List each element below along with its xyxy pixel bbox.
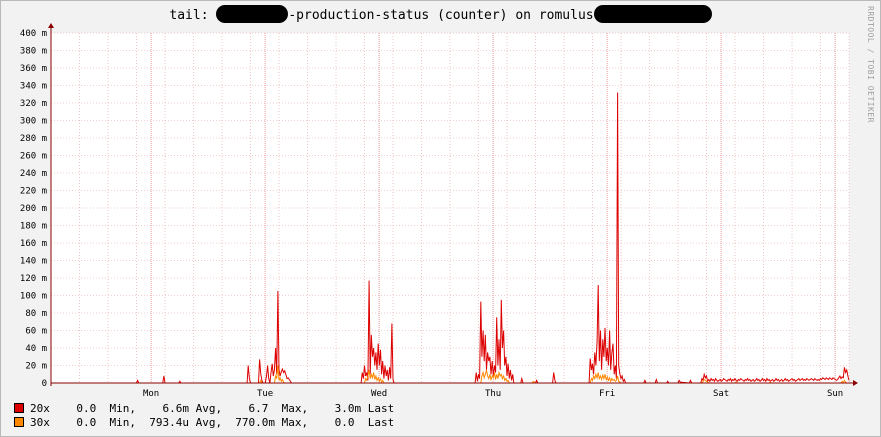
y-tick-label: 260 m	[20, 152, 47, 162]
y-tick-label: 100 m	[20, 292, 47, 302]
y-tick-label: 340 m	[20, 82, 47, 92]
y-tick-label: 80 m	[25, 309, 47, 319]
title-prefix: tail:	[169, 8, 209, 23]
x-tick-label: Thu	[485, 389, 501, 399]
y-tick-label: 320 m	[20, 99, 47, 109]
y-tick-label: 220 m	[20, 187, 47, 197]
y-tick-label: 0	[42, 379, 47, 389]
y-tick-label: 140 m	[20, 257, 47, 267]
x-tick-label: Mon	[143, 389, 159, 399]
y-tick-label: 380 m	[20, 47, 47, 57]
legend-stats: 0.0 Min, 793.4u Avg, 770.0m Max, 0.0 Las…	[49, 416, 395, 429]
redaction-mark	[216, 5, 289, 23]
series-line-30x	[51, 365, 849, 384]
x-tick-label: Sun	[827, 389, 843, 399]
legend-stats: 0.0 Min, 6.6m Avg, 6.7 Max, 3.0m Last	[49, 402, 395, 415]
rrdtool-watermark: RRDTOOL / TOBI OETIKER	[866, 6, 875, 123]
y-tick-label: 180 m	[20, 222, 47, 232]
y-tick-label: 40 m	[25, 344, 47, 354]
y-tick-label: 60 m	[25, 327, 47, 337]
legend-entry-20x: 20x 0.0 Min, 6.6m Avg, 6.7 Max, 3.0m Las…	[14, 402, 394, 415]
legend-swatch-20x	[14, 403, 24, 413]
graph-title: tail: -production-status (counter) on ro…	[0, 5, 881, 23]
x-tick-label: Tue	[257, 389, 273, 399]
x-tick-label: Wed	[371, 389, 387, 399]
y-tick-label: 200 m	[20, 204, 47, 214]
y-tick-label: 160 m	[20, 239, 47, 249]
y-tick-label: 20 m	[25, 362, 47, 372]
y-tick-label: 280 m	[20, 134, 47, 144]
legend-entry-30x: 30x 0.0 Min, 793.4u Avg, 770.0m Max, 0.0…	[14, 416, 394, 429]
y-tick-label: 400 m	[20, 29, 47, 39]
y-axis-arrow	[48, 23, 54, 28]
title-middle: -production-status (counter) on romulus	[288, 8, 594, 23]
y-tick-label: 360 m	[20, 64, 47, 74]
x-tick-label: Fri	[599, 389, 615, 399]
y-tick-label: 300 m	[20, 117, 47, 127]
series-line-20x	[51, 92, 850, 384]
x-tick-label: Sat	[713, 389, 729, 399]
y-tick-label: 120 m	[20, 274, 47, 284]
legend-name: 30x	[30, 416, 50, 429]
x-axis-arrow	[853, 380, 858, 386]
y-tick-label: 240 m	[20, 169, 47, 179]
redaction-mark	[593, 5, 712, 23]
legend-name: 20x	[30, 402, 50, 415]
legend-swatch-30x	[14, 417, 24, 427]
